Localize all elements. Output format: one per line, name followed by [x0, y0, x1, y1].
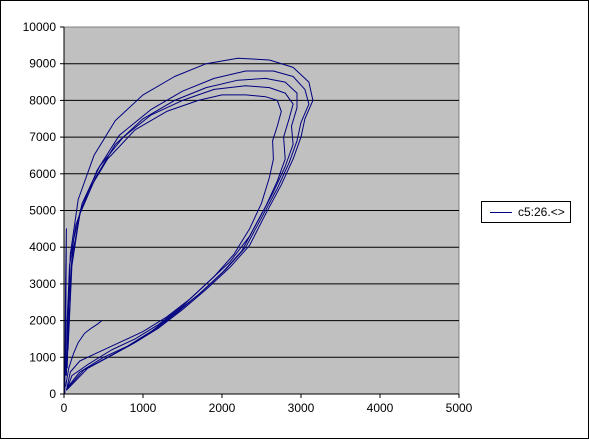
y-tick-label-7: 7000: [29, 130, 56, 144]
y-tick-label-9: 9000: [29, 57, 56, 71]
x-tick-label-3: 3000: [288, 401, 315, 415]
y-tick-label-4: 4000: [29, 240, 56, 254]
x-tick-label-4: 4000: [367, 401, 394, 415]
gridlines: [64, 63, 459, 358]
y-tick-label-5: 5000: [29, 204, 56, 218]
series-line-0-segment-3: [66, 70, 310, 389]
legend-swatch: [490, 212, 512, 213]
y-tick-label-8: 8000: [29, 93, 56, 107]
series-line-0-segment-0: [65, 94, 282, 391]
y-tick-label-6: 6000: [29, 167, 56, 181]
x-tick-labels: 0 1000 2000 3000 4000 5000: [61, 401, 473, 415]
series-line-0-segment-5: [65, 320, 103, 387]
legend: c5:26.<>: [481, 201, 571, 223]
x-tick-label-0: 0: [61, 401, 68, 415]
x-tick-label-1: 1000: [130, 401, 157, 415]
series-line-0-segment-4: [65, 57, 314, 391]
legend-label: c5:26.<>: [518, 205, 565, 219]
y-tick-label-10: 10000: [23, 20, 57, 34]
y-tick-label-2: 2000: [29, 314, 56, 328]
x-tick-label-5: 5000: [446, 401, 473, 415]
y-tick-label-1: 1000: [29, 350, 56, 364]
series-group: [64, 57, 314, 395]
axes: [60, 26, 460, 398]
x-tick-label-2: 2000: [209, 401, 236, 415]
y-tick-label-0: 0: [49, 387, 56, 401]
series-line-0-segment-6: [64, 228, 67, 395]
y-tick-labels: 0 1000 2000 3000 4000 5000 6000 7000 8000 9000 100…: [23, 20, 57, 401]
series-line-0-segment-2: [67, 77, 298, 388]
y-tick-label-3: 3000: [29, 277, 56, 291]
